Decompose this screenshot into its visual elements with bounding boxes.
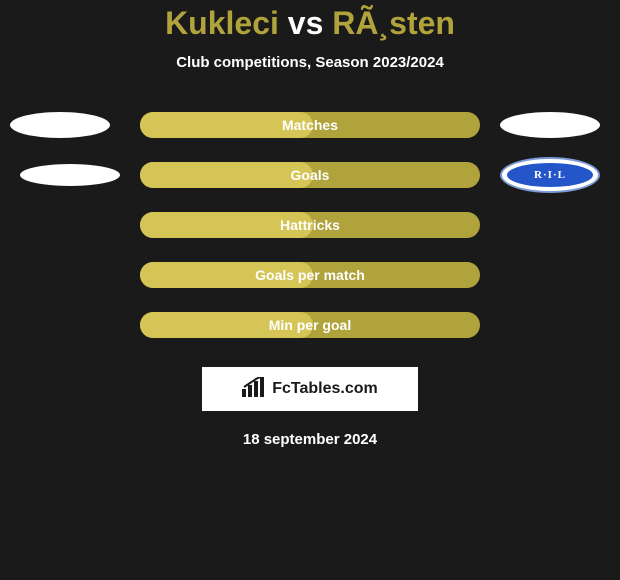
team-badge-left bbox=[10, 112, 110, 138]
vs-text: vs bbox=[288, 5, 324, 41]
right-badge bbox=[500, 112, 600, 138]
stat-row: Hattricks bbox=[0, 211, 620, 239]
stat-label: Min per goal bbox=[269, 317, 351, 333]
player1-name: Kukleci bbox=[165, 5, 279, 41]
brand-box: FcTables.com bbox=[202, 367, 418, 411]
right-badge: R·I·L bbox=[500, 157, 600, 193]
stat-row: Goals per match bbox=[0, 261, 620, 289]
brand-text: FcTables.com bbox=[272, 380, 378, 398]
stat-row: Goals R·I·L bbox=[0, 161, 620, 189]
stat-rows: Matches Goals R·I·L Hattrick bbox=[0, 111, 620, 339]
left-badge bbox=[10, 112, 110, 138]
infographic-root: Kukleci vs RÃ¸sten Club competitions, Se… bbox=[0, 0, 620, 448]
left-badge bbox=[20, 164, 120, 186]
stat-bar: Goals per match bbox=[140, 262, 480, 288]
stat-label: Goals bbox=[291, 167, 330, 183]
stat-label: Hattricks bbox=[280, 217, 340, 233]
stat-row: Matches bbox=[0, 111, 620, 139]
player2-name: RÃ¸sten bbox=[332, 5, 455, 41]
stat-row: Min per goal bbox=[0, 311, 620, 339]
stat-label: Goals per match bbox=[255, 267, 365, 283]
ril-badge-text: R·I·L bbox=[507, 163, 593, 187]
stat-label: Matches bbox=[282, 117, 338, 133]
chart-icon bbox=[242, 377, 266, 402]
subtitle: Club competitions, Season 2023/2024 bbox=[0, 54, 620, 71]
stat-bar: Matches bbox=[140, 112, 480, 138]
page-title: Kukleci vs RÃ¸sten bbox=[0, 5, 620, 42]
stat-bar-fill bbox=[140, 162, 313, 188]
stat-bar: Goals bbox=[140, 162, 480, 188]
team-badge-left bbox=[20, 164, 120, 186]
ril-badge: R·I·L bbox=[500, 157, 600, 193]
stat-bar: Min per goal bbox=[140, 312, 480, 338]
team-badge-right bbox=[500, 112, 600, 138]
date-text: 18 september 2024 bbox=[0, 431, 620, 448]
stat-bar: Hattricks bbox=[140, 212, 480, 238]
